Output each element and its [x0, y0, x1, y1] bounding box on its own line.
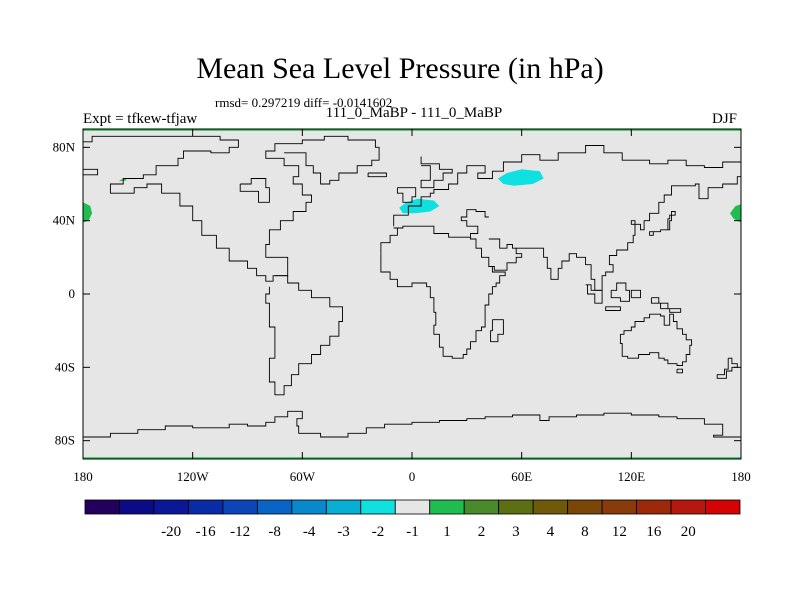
coastline	[83, 168, 99, 176]
coastline	[649, 211, 676, 236]
lat-tick-label: 40S	[55, 359, 75, 374]
colorbar-label: 8	[581, 524, 589, 540]
colorbar-label: -1	[406, 524, 419, 540]
coastline	[610, 282, 630, 302]
coastline	[716, 357, 738, 379]
colorbar-label: -12	[230, 524, 250, 540]
colorbar: -20 -16 -12 -8 -4 -3 -2 -1 1 2 3 4 8 12 16 20	[84, 499, 741, 540]
colorbar-swatch	[222, 499, 258, 515]
coastline	[676, 368, 683, 374]
latitude-axis: 80N 40N 0 40S 80S	[53, 139, 741, 448]
run-comparison-label: 111_0_MaBP - 111_0_MaBP	[325, 105, 503, 121]
lat-tick-label: 0	[69, 286, 76, 301]
lon-tick-label: 120W	[177, 469, 210, 484]
coastline	[585, 284, 603, 304]
experiment-label: Expt = tfkew-tfjaw	[83, 111, 198, 127]
colorbar-swatch	[256, 499, 293, 515]
colorbar-swatch	[188, 499, 224, 515]
colorbar-label: -2	[372, 524, 385, 540]
coastline	[420, 156, 453, 189]
coastline	[239, 178, 270, 203]
anomaly-region	[497, 169, 544, 186]
coastline	[488, 238, 517, 249]
colorbar-label: 12	[612, 524, 627, 540]
lon-tick-label: 60E	[511, 469, 532, 484]
coastline	[490, 319, 504, 343]
colorbar-swatch	[153, 499, 189, 515]
statistics-label: rmsd= 0.297219 diff= -0.0141602	[215, 95, 393, 110]
coastline	[650, 297, 682, 313]
longitude-axis: 180 120W 60W 0 60E 120E 180	[73, 129, 751, 484]
anomaly-region	[730, 204, 741, 223]
colorbar-label: -20	[161, 524, 181, 540]
colorbar-swatch	[84, 499, 120, 515]
lon-tick-label: 120E	[618, 469, 646, 484]
anomaly-region	[83, 202, 93, 223]
colorbar-swatch	[532, 499, 569, 515]
colorbar-swatch	[394, 499, 431, 515]
colorbar-swatch	[498, 499, 534, 515]
colorbar-label: 1	[443, 524, 451, 540]
lat-tick-label: 80S	[55, 433, 75, 448]
colorbar-label: 20	[681, 524, 696, 540]
colorbar-swatch	[636, 499, 672, 515]
lon-tick-label: 60W	[290, 469, 316, 484]
coastline	[396, 187, 417, 203]
lat-tick-label: 40N	[53, 213, 76, 228]
colorbar-label: -8	[268, 524, 281, 540]
coastline	[619, 313, 693, 366]
colorbar-swatch	[567, 499, 603, 515]
coastline	[380, 227, 398, 254]
colorbar-swatch	[670, 499, 706, 515]
coastline	[265, 135, 380, 277]
colorbar-label: 3	[512, 524, 520, 540]
colorbar-label: 2	[478, 524, 486, 540]
colorbar-swatch	[463, 499, 500, 515]
colorbar-swatch	[360, 499, 396, 515]
colorbar-swatch	[705, 499, 741, 515]
coastline	[393, 225, 471, 239]
coastline	[83, 135, 343, 396]
colorbar-swatch	[429, 499, 465, 515]
lat-tick-label: 80N	[53, 139, 76, 154]
colorbar-swatch	[119, 499, 155, 515]
coastline	[393, 145, 741, 227]
lon-tick-label: 180	[731, 469, 751, 484]
coastlines	[83, 135, 741, 438]
coastline	[460, 176, 741, 291]
lon-tick-label: 180	[73, 469, 93, 484]
coastline	[605, 306, 621, 311]
lon-tick-label: 0	[409, 469, 416, 484]
map-background	[83, 129, 741, 459]
colorbar-swatch	[291, 499, 327, 515]
colorbar-swatch	[325, 499, 362, 515]
colorbar-label: 4	[547, 524, 555, 540]
colorbar-label: -16	[196, 524, 216, 540]
coastline	[83, 410, 741, 438]
coastline	[367, 172, 387, 178]
coastline	[380, 253, 506, 359]
season-label: DJF	[712, 111, 738, 127]
colorbar-label: -3	[337, 524, 350, 540]
colorbar-label: -4	[303, 524, 316, 540]
colorbar-swatch	[601, 499, 637, 515]
colorbar-label: 16	[646, 524, 662, 540]
plot-title: Mean Sea Level Pressure (in hPa)	[196, 52, 604, 85]
coastline	[630, 289, 641, 299]
